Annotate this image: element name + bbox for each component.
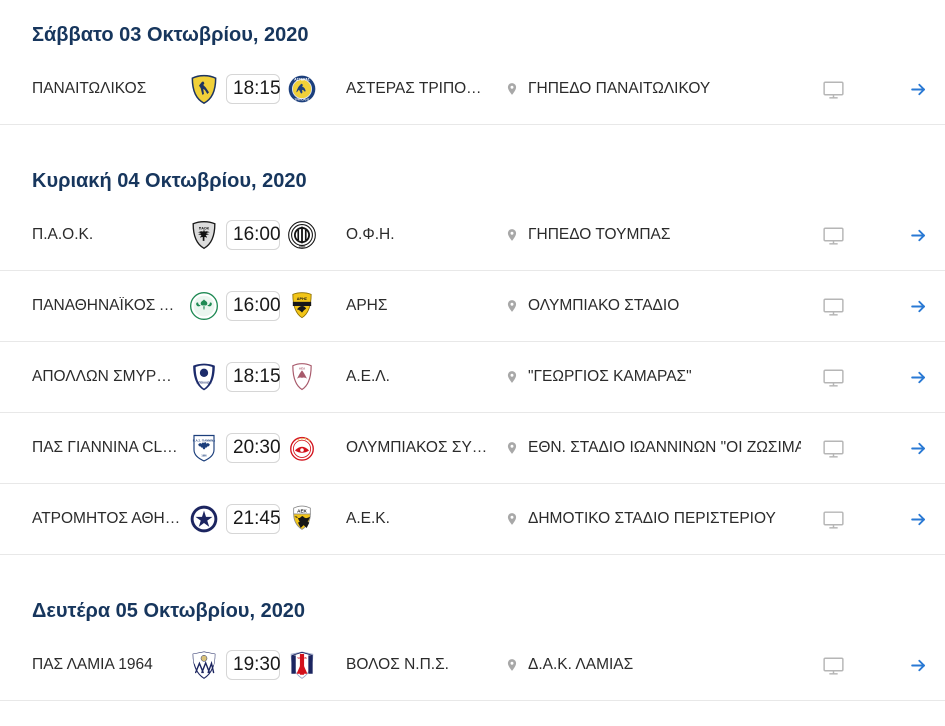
svg-text:ΑΕΚ: ΑΕΚ	[297, 508, 307, 513]
svg-text:ΑΡΗΣ: ΑΡΗΣ	[297, 297, 308, 301]
svg-text:ΑΣΤΕΡΑΣ: ΑΣΤΕΡΑΣ	[294, 78, 310, 82]
svg-text:ΑΕΛ: ΑΕΛ	[299, 367, 305, 371]
svg-text:Π.Α.Σ. ΓΙΑΝΝΙΝΑ: Π.Α.Σ. ΓΙΑΝΝΙΝΑ	[193, 438, 215, 442]
svg-text:ΠΑΟΚ: ΠΑΟΚ	[199, 227, 210, 231]
svg-text:ΤΡΙΠΟΛΗΣ: ΤΡΙΠΟΛΗΣ	[295, 98, 310, 102]
svg-text:ΑΠΟΛΛΩΝ: ΑΠΟΛΛΩΝ	[196, 381, 211, 385]
svg-text:ΟΦΗ: ΟΦΗ	[299, 245, 306, 249]
svg-text:VOLOS: VOLOS	[297, 656, 307, 660]
svg-text:1966: 1966	[201, 455, 207, 457]
